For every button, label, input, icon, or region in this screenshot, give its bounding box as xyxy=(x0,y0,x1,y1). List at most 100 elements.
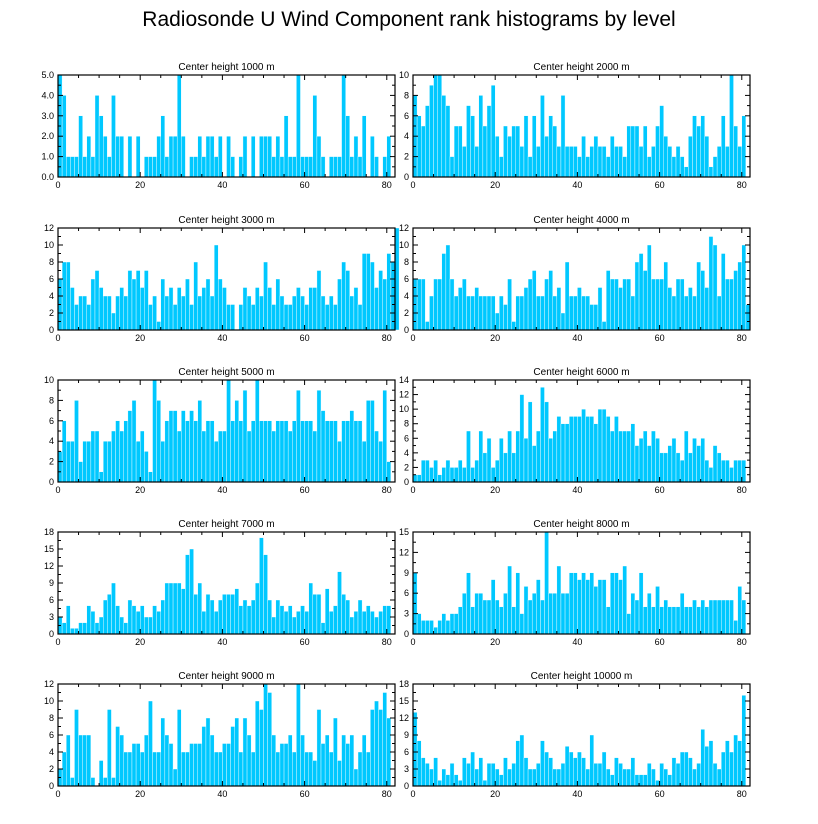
bar xyxy=(675,763,681,787)
bar xyxy=(679,751,685,787)
bar xyxy=(205,717,211,787)
bar xyxy=(193,420,198,483)
y-tick-label: 0 xyxy=(404,477,409,487)
bar xyxy=(470,295,475,331)
bar xyxy=(733,459,738,483)
y-tick-label: 4 xyxy=(404,448,409,458)
bar xyxy=(449,613,455,635)
y-tick-label: 12 xyxy=(44,223,54,233)
bar xyxy=(386,605,392,635)
bar xyxy=(548,438,553,483)
bar xyxy=(651,606,656,635)
bar xyxy=(597,579,603,635)
bar xyxy=(366,400,371,483)
bar xyxy=(193,156,198,178)
bar xyxy=(283,420,289,483)
bar xyxy=(544,135,549,178)
bar xyxy=(341,594,346,635)
bar xyxy=(630,593,636,635)
bar xyxy=(131,743,137,787)
bar xyxy=(671,438,677,483)
bar xyxy=(61,420,67,483)
panel-title: Center height 2000 m xyxy=(533,62,629,73)
panel-title: Center height 8000 m xyxy=(533,519,629,530)
y-tick-label: 3 xyxy=(404,764,409,774)
bar xyxy=(601,146,607,178)
bar xyxy=(144,616,149,635)
bar xyxy=(308,156,314,178)
bar xyxy=(523,757,529,787)
bar xyxy=(610,135,615,178)
bar xyxy=(433,74,438,178)
bar xyxy=(242,599,248,635)
bar xyxy=(259,135,264,178)
bar xyxy=(638,253,644,331)
bar xyxy=(370,261,375,331)
bar xyxy=(421,757,426,787)
bar xyxy=(86,135,92,178)
bar xyxy=(671,757,677,787)
bar xyxy=(205,278,211,331)
bar xyxy=(597,763,603,787)
bar xyxy=(127,410,133,483)
bar xyxy=(548,757,553,787)
bar xyxy=(503,757,508,787)
bar xyxy=(82,622,87,635)
bar xyxy=(675,452,681,483)
bar xyxy=(201,430,207,483)
bar xyxy=(741,115,747,178)
bar xyxy=(416,278,422,331)
bar xyxy=(490,579,496,635)
bar xyxy=(382,692,387,787)
bar xyxy=(127,751,133,787)
bar xyxy=(337,441,342,483)
bar xyxy=(700,115,705,178)
y-tick-label: 8 xyxy=(404,90,409,100)
bar xyxy=(679,459,685,483)
y-tick-label: 5.0 xyxy=(41,70,54,80)
bar xyxy=(515,430,521,483)
bar xyxy=(679,593,685,635)
bar xyxy=(725,740,730,787)
bar xyxy=(568,416,574,483)
bar xyxy=(156,611,161,635)
bar xyxy=(349,410,355,483)
bar xyxy=(152,156,157,178)
bar xyxy=(156,135,161,178)
y-tick-label: 2 xyxy=(49,308,54,318)
bar xyxy=(507,768,512,787)
bar xyxy=(123,420,129,483)
y-tick-label: 4.0 xyxy=(41,90,54,100)
bar xyxy=(667,774,673,787)
bar xyxy=(312,430,318,483)
bar xyxy=(622,430,627,483)
panel-title: Center height 4000 m xyxy=(533,215,629,226)
panel-1: Center height 2000 m 0 20 40 60 80 0 2 4 6 8 10 xyxy=(399,62,751,190)
bar xyxy=(605,416,611,483)
bar xyxy=(131,605,137,635)
bar xyxy=(172,410,178,483)
bar xyxy=(238,605,244,635)
y-tick-label: 3 xyxy=(404,609,409,619)
bar xyxy=(70,628,75,635)
bar xyxy=(292,156,297,178)
bar xyxy=(556,146,562,178)
bar xyxy=(349,616,355,635)
bar xyxy=(230,594,235,635)
bar xyxy=(292,751,297,787)
bar xyxy=(357,751,363,787)
bar xyxy=(349,156,355,178)
bar xyxy=(560,593,566,635)
bar xyxy=(605,270,611,331)
y-tick-label: 15 xyxy=(399,527,409,537)
bar xyxy=(466,430,471,483)
x-tick-label: 20 xyxy=(135,789,145,799)
bar xyxy=(696,445,701,483)
y-tick-label: 6 xyxy=(49,416,54,426)
bar xyxy=(630,423,636,483)
x-tick-label: 40 xyxy=(572,485,582,495)
bar xyxy=(70,441,75,483)
bar xyxy=(353,420,359,483)
bar xyxy=(329,156,334,178)
bar xyxy=(226,594,231,635)
